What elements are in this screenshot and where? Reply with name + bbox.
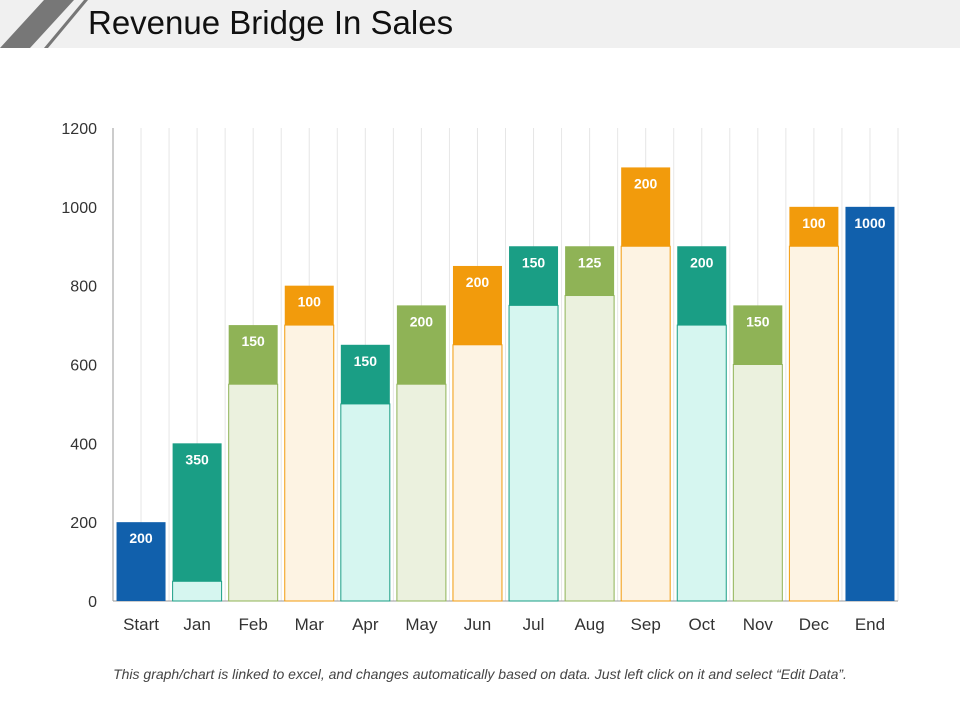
bar [509,246,559,306]
data-label: 200 [634,175,658,191]
bar [172,443,222,582]
y-tick-label: 600 [70,358,97,375]
bar-base [172,580,223,602]
x-tick-label: Jul [523,615,545,634]
data-label: 200 [466,274,490,290]
y-tick-label: 0 [88,594,97,611]
data-label: 125 [578,254,602,270]
x-tick-label: End [855,615,885,634]
x-tick-label: Oct [689,615,716,634]
bar-base [788,245,839,602]
bar [845,206,895,602]
x-tick-label: Aug [574,615,604,634]
data-label: 100 [802,215,826,231]
decorative-stripes-icon [0,0,88,48]
bar [789,206,839,247]
title-bar: Revenue Bridge In Sales [0,0,960,48]
bar-base [508,304,559,602]
bar-base [620,245,671,602]
data-label: 150 [354,353,378,369]
y-tick-label: 1200 [61,121,97,138]
bar [733,305,783,365]
bar [284,285,334,326]
data-label: 150 [522,254,546,270]
bar-base [396,383,447,602]
y-tick-label: 1000 [61,200,97,217]
x-tick-label: Dec [799,615,830,634]
bar [116,522,166,601]
bar-base [340,403,391,602]
bar [677,246,727,326]
bar-base [228,383,279,602]
y-tick-label: 200 [70,515,97,532]
bar [452,265,502,345]
data-label: 1000 [854,215,885,231]
x-tick-label: Jan [183,615,210,634]
x-tick-label: Feb [239,615,268,634]
data-label: 100 [298,294,322,310]
data-label: 150 [746,313,770,329]
y-tick-label: 800 [70,279,97,296]
footnote: This graph/chart is linked to excel, and… [113,666,847,682]
bar [228,325,278,385]
bar-base [564,295,615,602]
page-title: Revenue Bridge In Sales [88,4,454,41]
data-label: 150 [241,333,265,349]
bar [340,344,390,404]
y-tick-label: 400 [70,436,97,453]
bar-base [452,344,503,602]
x-tick-label: Jun [464,615,491,634]
waterfall-chart: 0 200 400 600 800 1000 1200 200 Start 350 Jan 150 Fe… [61,121,899,634]
data-label: 200 [410,313,434,329]
bar-base [284,324,335,602]
bar [621,167,671,247]
data-label: 200 [129,530,153,546]
data-label: 200 [690,254,714,270]
bar-base [732,364,783,602]
x-tick-label: May [405,615,438,634]
x-tick-label: Start [123,615,159,634]
data-label: 350 [185,451,209,467]
x-tick-label: Apr [352,615,379,634]
bar [396,305,446,385]
bar-base [676,324,727,602]
bar [565,246,615,296]
x-tick-label: Sep [631,615,661,634]
x-tick-label: Nov [743,615,774,634]
x-tick-label: Mar [295,615,325,634]
